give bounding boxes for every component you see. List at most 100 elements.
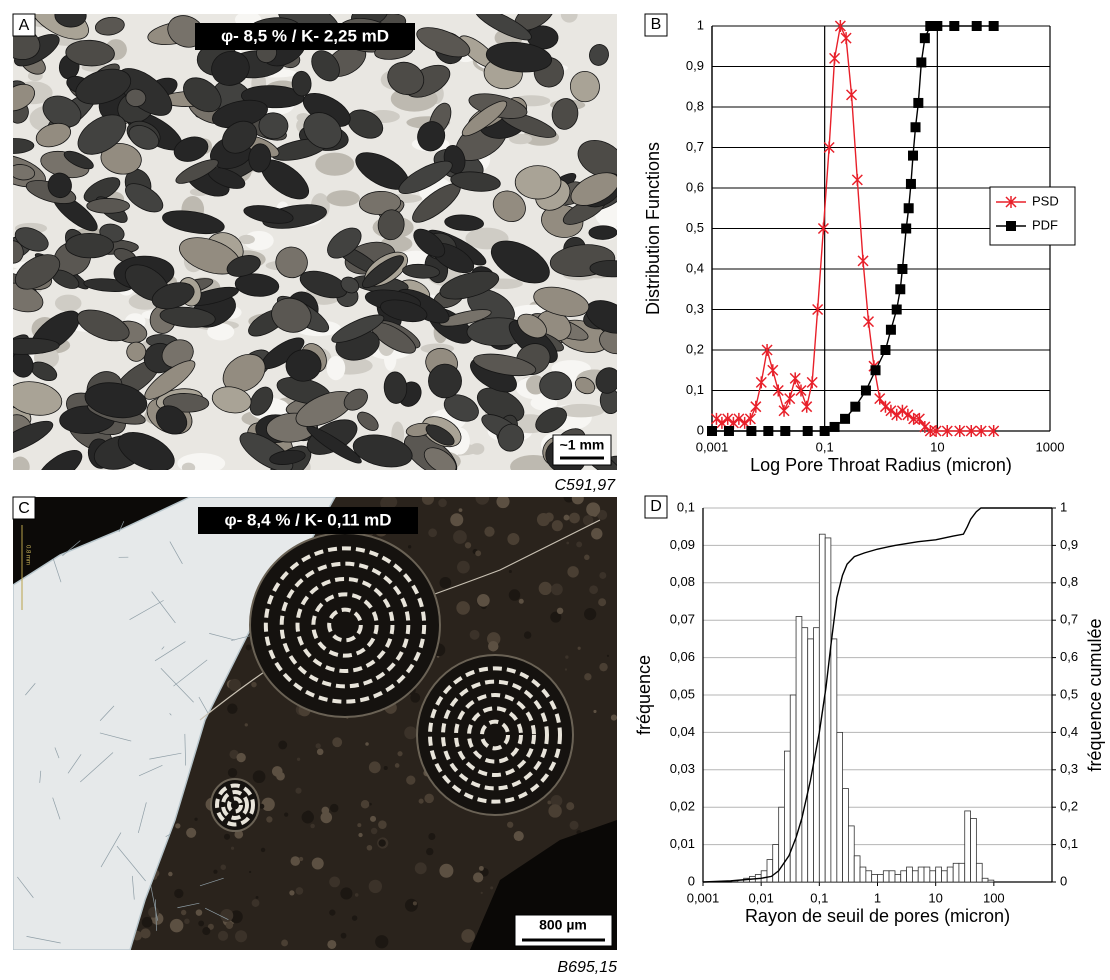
- matrix-speck: [475, 497, 490, 505]
- marker: [744, 412, 756, 425]
- histogram-bar: [964, 810, 971, 883]
- fossil-chamber: [215, 783, 255, 827]
- legend-marker: [1005, 196, 1017, 208]
- grain: [285, 349, 322, 382]
- grain: [13, 138, 35, 154]
- matrix-speck: [327, 939, 337, 949]
- grain: [162, 210, 225, 235]
- matrix-speck: [550, 611, 562, 623]
- marker: [829, 421, 840, 432]
- matrix-speck: [438, 498, 447, 508]
- marker: [870, 365, 881, 376]
- grain: [417, 121, 446, 152]
- crystal-crack: [161, 646, 165, 650]
- histogram-bar: [824, 537, 832, 883]
- marker: [707, 426, 717, 436]
- matrix-speck: [320, 811, 333, 824]
- fossil-chamber: [327, 607, 363, 643]
- matrix-speck: [329, 876, 341, 888]
- cement-patch: [557, 403, 605, 418]
- legend-label: PSD: [1032, 193, 1059, 208]
- matrix-speck: [407, 545, 412, 549]
- grain: [173, 136, 209, 162]
- matrix-speck: [476, 594, 490, 607]
- marker: [778, 404, 790, 417]
- grain: [570, 172, 617, 206]
- matrix-speck: [564, 668, 568, 671]
- matrix-speck: [439, 576, 452, 589]
- legend-marker: [1006, 221, 1016, 231]
- marker: [895, 284, 906, 295]
- matrix-speck: [610, 714, 617, 721]
- grain: [65, 39, 115, 67]
- marker: [750, 400, 762, 413]
- cement-patch: [13, 456, 30, 470]
- grain: [117, 432, 175, 470]
- grain: [248, 143, 272, 173]
- grain: [599, 328, 617, 355]
- matrix-speck: [229, 749, 239, 759]
- grain: [221, 120, 258, 154]
- marker: [763, 426, 774, 436]
- grain: [63, 150, 94, 170]
- matrix-speck: [195, 909, 203, 916]
- marker: [916, 57, 927, 68]
- matrix-speck: [586, 502, 601, 517]
- matrix-speck: [289, 890, 295, 896]
- grain: [13, 381, 63, 416]
- y-tick-label: 0,1: [677, 499, 695, 514]
- grain: [444, 214, 485, 231]
- matrix-speck: [370, 815, 377, 822]
- matrix-speck: [412, 901, 417, 906]
- matrix-speck: [332, 737, 343, 748]
- marker: [874, 392, 886, 405]
- crystal-crack: [26, 936, 61, 944]
- grain: [331, 314, 385, 343]
- histogram-bar: [894, 874, 902, 883]
- matrix-speck: [536, 512, 551, 527]
- grain: [243, 205, 294, 224]
- panel-label-box: [644, 495, 668, 519]
- matrix-speck: [357, 823, 362, 828]
- matrix-speck: [180, 909, 187, 916]
- panel-label: B: [651, 16, 662, 33]
- histogram-bar: [935, 866, 942, 883]
- histogram-bar: [760, 870, 768, 883]
- matrix-speck: [453, 530, 467, 544]
- histogram-bar: [766, 859, 774, 883]
- matrix-speck: [584, 554, 590, 561]
- marker: [965, 425, 977, 437]
- marker: [722, 412, 734, 425]
- grain: [398, 160, 453, 194]
- y2-tick-label: 0,8: [1060, 574, 1078, 589]
- crystal-crack: [198, 696, 209, 714]
- grain: [14, 254, 61, 290]
- y-tick-label: 0,9: [686, 58, 704, 73]
- micrograph: [13, 14, 617, 470]
- matrix-speck: [569, 512, 580, 524]
- cement-patch: [560, 14, 578, 23]
- matrix-speck: [227, 767, 238, 778]
- grain: [100, 142, 142, 175]
- panel-label: D: [650, 498, 662, 515]
- crystal-crack: [99, 705, 115, 722]
- fossil-chamber: [454, 693, 536, 777]
- marker: [919, 33, 930, 44]
- matrix-speck: [566, 802, 575, 811]
- matrix-speck: [248, 870, 252, 874]
- marker: [988, 21, 999, 31]
- grain: [211, 386, 252, 414]
- marker: [905, 178, 916, 189]
- matrix-speck: [556, 607, 564, 615]
- marker: [817, 222, 829, 235]
- matrix-speck: [225, 921, 234, 929]
- matrix-speck: [551, 583, 563, 596]
- grain: [125, 88, 147, 107]
- matrix-speck: [548, 804, 562, 818]
- y2-tick-label: 0,1: [1060, 836, 1078, 851]
- matrix-speck: [281, 939, 288, 947]
- grain: [86, 198, 130, 214]
- matrix-speck: [315, 743, 321, 749]
- matrix-speck: [329, 909, 336, 916]
- marker: [971, 21, 982, 31]
